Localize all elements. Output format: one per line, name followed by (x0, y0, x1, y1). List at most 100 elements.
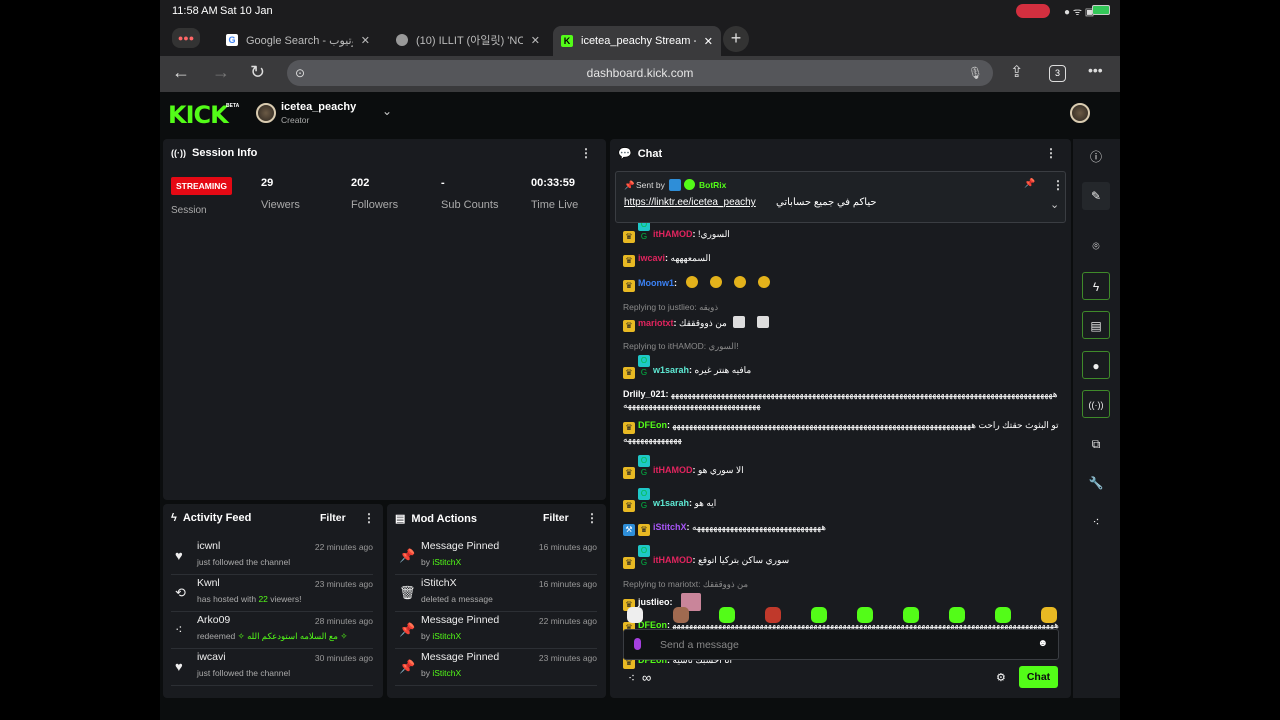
activity-username[interactable]: Kwnl (197, 577, 220, 589)
chat-input[interactable]: Send a message ☻ (623, 629, 1059, 660)
quick-emote-icon[interactable] (995, 607, 1011, 623)
close-tab-icon[interactable]: ✕ (530, 34, 540, 47)
chat-message[interactable]: Replying to justlieo: ذويقه ♛ mariotxt: من… (623, 302, 1059, 332)
session-info-toggle-icon[interactable]: ((·)) (1082, 390, 1110, 418)
more-options-icon[interactable]: ⋮ (580, 146, 592, 160)
mod-action-item[interactable]: 🗑 iStitchX 16 minutes ago deleted a message (395, 575, 597, 612)
quick-emote-icon[interactable] (673, 607, 689, 623)
chat-toggle-icon[interactable]: ● (1082, 351, 1110, 379)
tab-count-button[interactable]: 3 (1049, 65, 1066, 82)
mod-actions-toggle-icon[interactable]: ▤ (1082, 311, 1110, 339)
quick-emote-icon[interactable] (903, 607, 919, 623)
chevron-down-icon[interactable]: ⌄ (1050, 199, 1060, 211)
chat-message[interactable]: ♛ Moonw1: (623, 276, 1059, 292)
chat-username[interactable]: iwcavi (638, 252, 666, 263)
wrench-icon[interactable]: 🔧 (1088, 476, 1104, 490)
chat-username[interactable]: itHAMOD (653, 464, 693, 475)
moderator-name[interactable]: iStitchX (432, 668, 462, 678)
quick-emote-icon[interactable] (765, 607, 781, 623)
chat-username[interactable]: DFEon (638, 420, 667, 430)
kick-logo[interactable]: KICK (168, 101, 229, 129)
microphone-icon[interactable] (634, 638, 641, 650)
reply-context[interactable]: Replying to mariotxt: من ذووقققك (623, 578, 749, 589)
window-controls-icon[interactable]: ●●● (172, 28, 200, 48)
quick-emote-icon[interactable] (627, 607, 643, 623)
quick-emote-icon[interactable] (719, 607, 735, 623)
chat-message[interactable]: Replying to mariotxt: من ذووقققك ♛ justlie… (623, 579, 1059, 611)
chevron-down-icon[interactable]: ⌄ (382, 104, 393, 118)
quick-emote-icon[interactable] (857, 607, 873, 623)
mod-action-item[interactable]: 📌 Message Pinned 16 minutes ago by iStitchX (395, 538, 597, 575)
chat-message[interactable]: Replying to itHAMOD: السوري! ♛OG w1sarah: … (623, 341, 1059, 379)
chat-username[interactable]: DFEon (638, 620, 667, 630)
activity-username[interactable]: iwcavi (197, 651, 226, 663)
more-icon[interactable]: ••• (1088, 62, 1103, 78)
chat-username[interactable]: Moonw1 (638, 278, 674, 288)
chat-message[interactable]: ♛OG itHAMOD: سوري ساكن بتركيا اتوقع (623, 545, 1059, 569)
info-icon[interactable]: ⓘ (1089, 150, 1102, 164)
filter-button[interactable]: Filter (543, 512, 569, 524)
moderator-name[interactable]: iStitchX (432, 557, 462, 567)
reply-context[interactable]: Replying to itHAMOD: السوري! (623, 341, 739, 351)
emoji-icon[interactable]: ☻ (1037, 638, 1048, 649)
close-tab-icon[interactable]: ✕ (703, 35, 713, 48)
chat-message[interactable]: ♛ iwcavi: السمعهههه (623, 253, 1059, 267)
activity-item[interactable]: ♥ iwcavi 30 minutes ago just followed the c… (171, 649, 373, 686)
chat-username[interactable]: justlieo (638, 596, 670, 607)
chat-username[interactable]: Drlily_021 (623, 388, 666, 399)
chat-message[interactable]: ♛OG w1sarah: ايه هو (623, 488, 1059, 512)
stream-video-icon[interactable]: ⧉ (1091, 437, 1101, 451)
edit-pencil-icon[interactable]: ✎ (1082, 182, 1110, 210)
channel-points-icon[interactable]: ⁖ (628, 671, 636, 685)
activity-item[interactable]: ♥ icwnl 22 minutes ago just followed the ch… (171, 538, 373, 575)
mod-action-item[interactable]: 📌 Message Pinned 22 minutes ago by iStitchX (395, 612, 597, 649)
page-settings-icon[interactable]: ⊙ (295, 66, 306, 80)
tab-google[interactable]: G Google Search - يوتيوب ✕ (218, 26, 378, 54)
activity-username[interactable]: Arko09 (197, 614, 231, 626)
microphone-icon[interactable]: 🎙 (967, 66, 983, 80)
moderator-name[interactable]: iStitchX (432, 631, 462, 641)
quick-emote-icon[interactable] (1041, 607, 1057, 623)
back-icon[interactable]: ← (172, 62, 190, 82)
chat-username[interactable]: w1sarah (653, 498, 690, 508)
address-bar[interactable]: ⊙ dashboard.kick.com 🎙 (287, 60, 993, 86)
new-tab-button[interactable]: + (723, 26, 749, 52)
camera-focus-icon[interactable]: ⌾ (1092, 239, 1100, 253)
activity-feed-toggle-icon[interactable]: ϟ (1082, 272, 1110, 300)
quick-emote-icon[interactable] (811, 607, 827, 623)
pinned-link[interactable]: https://linktr.ee/icetea_peachy (624, 197, 756, 208)
reply-context[interactable]: Replying to justlieo: ذويقه (623, 301, 719, 312)
quick-emote-icon[interactable] (949, 607, 965, 623)
chat-username[interactable]: mariotxt (638, 317, 674, 328)
filter-button[interactable]: Filter (320, 512, 346, 524)
unpin-icon[interactable]: 📌 (1024, 178, 1036, 188)
chat-username[interactable]: itHAMOD (653, 229, 693, 239)
share-icon[interactable]: ⇪ (1010, 64, 1024, 81)
close-tab-icon[interactable]: ✕ (360, 34, 370, 47)
pinned-author[interactable]: BotRix (699, 180, 727, 190)
chat-message[interactable]: ♛OG itHAMOD: الا سوري هو (623, 454, 1059, 479)
mod-action-item[interactable]: 📌 Message Pinned 23 minutes ago by iStitchX (395, 649, 597, 686)
chat-username[interactable]: iStitchX (653, 521, 687, 532)
channel-name[interactable]: icetea_peachy (281, 101, 357, 113)
chat-messages[interactable]: ♛OG itHAMOD: السوري! ♛ iwcavi: السمعهههه ♛ Mo… (623, 219, 1059, 678)
more-options-icon[interactable]: ⋮ (1052, 178, 1064, 192)
reload-icon[interactable]: ↻ (250, 62, 266, 82)
chat-username[interactable]: itHAMOD (653, 555, 693, 565)
more-options-icon[interactable]: ⋮ (363, 511, 375, 525)
chat-message[interactable]: ⚒ ♛ iStitchX: هههههههههههههههههههههههههههه… (623, 522, 1059, 536)
forward-icon[interactable]: → (212, 62, 230, 82)
settings-gear-icon[interactable]: ⚙ (996, 672, 1006, 684)
activity-item[interactable]: ⁖ Arko09 28 minutes ago redeemed ✧ مع السلا… (171, 612, 373, 649)
more-options-icon[interactable]: ⋮ (586, 511, 598, 525)
activity-item[interactable]: ⟲ Kwnl 23 minutes ago has hosted with 22 vi… (171, 575, 373, 612)
send-chat-button[interactable]: Chat (1019, 666, 1058, 688)
chat-message[interactable]: Drlily_021: هههههههههههههههههههههههههههه… (623, 389, 1059, 411)
chat-username[interactable]: w1sarah (653, 365, 690, 375)
activity-username[interactable]: icwnl (197, 540, 221, 552)
more-options-icon[interactable]: ⋮ (1045, 146, 1057, 160)
tab-illit[interactable]: (10) ILLIT (아일릿) 'NOT C ✕ (388, 26, 548, 54)
tab-kick[interactable]: K icetea_peachy Stream - ✕ (553, 26, 721, 56)
channel-points-icon[interactable]: ⁖ (1092, 515, 1100, 529)
chat-message[interactable]: ♛ DFEon: تو البثوث حقتك راحت هههههههههههه… (623, 420, 1059, 445)
